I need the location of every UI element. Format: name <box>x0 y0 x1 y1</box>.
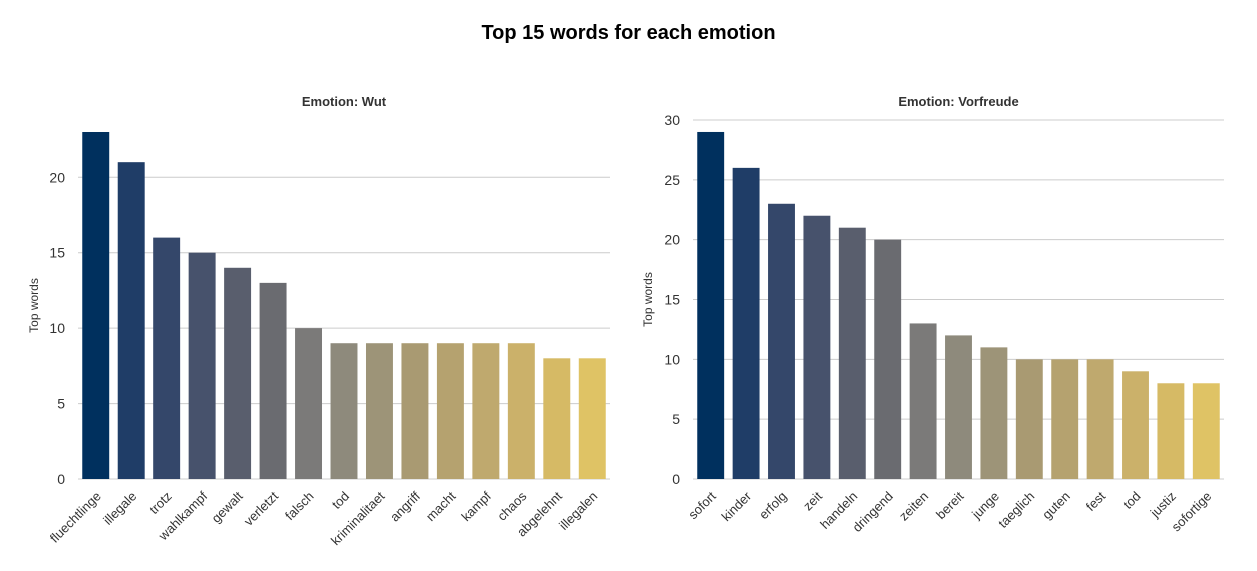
vorfreude-bar <box>768 203 795 479</box>
vorfreude-ylabel: Top words <box>641 272 655 327</box>
vorfreude-bar <box>838 227 866 479</box>
wut-bar <box>472 343 500 479</box>
vorfreude-bar <box>803 215 831 479</box>
wut-ylabel: Top words <box>27 278 41 333</box>
vorfreude-xtick-label: kinder <box>719 488 755 524</box>
wut-bar <box>259 282 287 479</box>
vorfreude-xtick-label: zeiten <box>896 489 931 524</box>
vorfreude-bar <box>945 335 972 479</box>
vorfreude-xtick-label: tod <box>1120 489 1143 512</box>
wut-bar <box>507 343 535 479</box>
vorfreude-chart-title: Emotion: Vorfreude <box>898 94 1018 109</box>
vorfreude-xtick-label: fest <box>1083 488 1109 514</box>
wut-bar <box>543 358 571 479</box>
wut-xtick-label: falsch <box>282 489 317 524</box>
vorfreude-bar <box>909 323 937 479</box>
wut-xtick-label: tod <box>329 489 352 512</box>
vorfreude-xtick-label: taeglich <box>995 489 1037 531</box>
vorfreude-ytick-label: 0 <box>672 471 680 487</box>
vorfreude-bar <box>1051 359 1079 479</box>
vorfreude-xtick-label: sofort <box>685 488 719 522</box>
vorfreude-bar <box>874 239 902 479</box>
wut-xtick-label: verletzt <box>241 488 282 529</box>
vorfreude-xtick-label: justiz <box>1147 489 1179 521</box>
vorfreude-xtick-label: erfolg <box>756 489 790 523</box>
vorfreude-bar <box>980 347 1008 479</box>
wut-xtick-label: illegalen <box>556 489 600 533</box>
wut-bar <box>295 328 323 479</box>
vorfreude-ytick-label: 30 <box>664 112 680 128</box>
wut-ytick-label: 10 <box>49 320 65 336</box>
vorfreude-xtick-label: bereit <box>933 488 967 522</box>
vorfreude-ytick-label: 15 <box>664 292 680 308</box>
wut-xtick-label: angriff <box>387 488 423 524</box>
vorfreude-xtick-label: sofortige <box>1169 489 1215 535</box>
wut-xtick-label: fluechtlinge <box>47 489 104 546</box>
vorfreude-ytick-label: 5 <box>672 411 680 427</box>
figure-title: Top 15 words for each emotion <box>481 22 776 44</box>
wut-bar <box>153 237 181 479</box>
vorfreude-ytick-label: 10 <box>664 351 680 367</box>
wut-bar <box>188 252 216 479</box>
wut-ytick-label: 5 <box>57 396 65 412</box>
wut-xtick-label: kampf <box>458 488 494 524</box>
vorfreude-ytick-label: 20 <box>664 232 680 248</box>
vorfreude-ytick-label: 25 <box>664 172 680 188</box>
wut-bar <box>365 343 393 479</box>
wut-ytick-label: 20 <box>49 169 65 185</box>
vorfreude-xtick-label: zeit <box>800 488 825 513</box>
wut-bar <box>224 267 252 479</box>
wut-ytick-label: 0 <box>57 471 65 487</box>
vorfreude-xtick-label: guten <box>1039 489 1073 523</box>
wut-bar <box>401 343 429 479</box>
wut-bar <box>117 162 145 479</box>
wut-chart-title: Emotion: Wut <box>302 94 387 109</box>
wut-bar <box>436 343 464 479</box>
vorfreude-bar <box>1157 383 1185 479</box>
wut-xtick-label: trotz <box>146 489 174 517</box>
wut-bar <box>82 132 110 479</box>
wut-bar <box>330 343 358 479</box>
wut-xtick-label: gewalt <box>209 488 246 525</box>
wut-xtick-label: macht <box>423 488 459 524</box>
vorfreude-bar <box>1086 359 1114 479</box>
vorfreude-bar <box>1192 383 1220 479</box>
wut-xtick-label: illegale <box>100 489 139 528</box>
vorfreude-bar <box>1015 359 1043 479</box>
vorfreude-bar <box>1122 371 1149 479</box>
wut-ytick-label: 15 <box>49 245 65 261</box>
vorfreude-bar <box>697 131 725 479</box>
wut-bar <box>578 358 606 479</box>
vorfreude-bar <box>732 167 760 479</box>
